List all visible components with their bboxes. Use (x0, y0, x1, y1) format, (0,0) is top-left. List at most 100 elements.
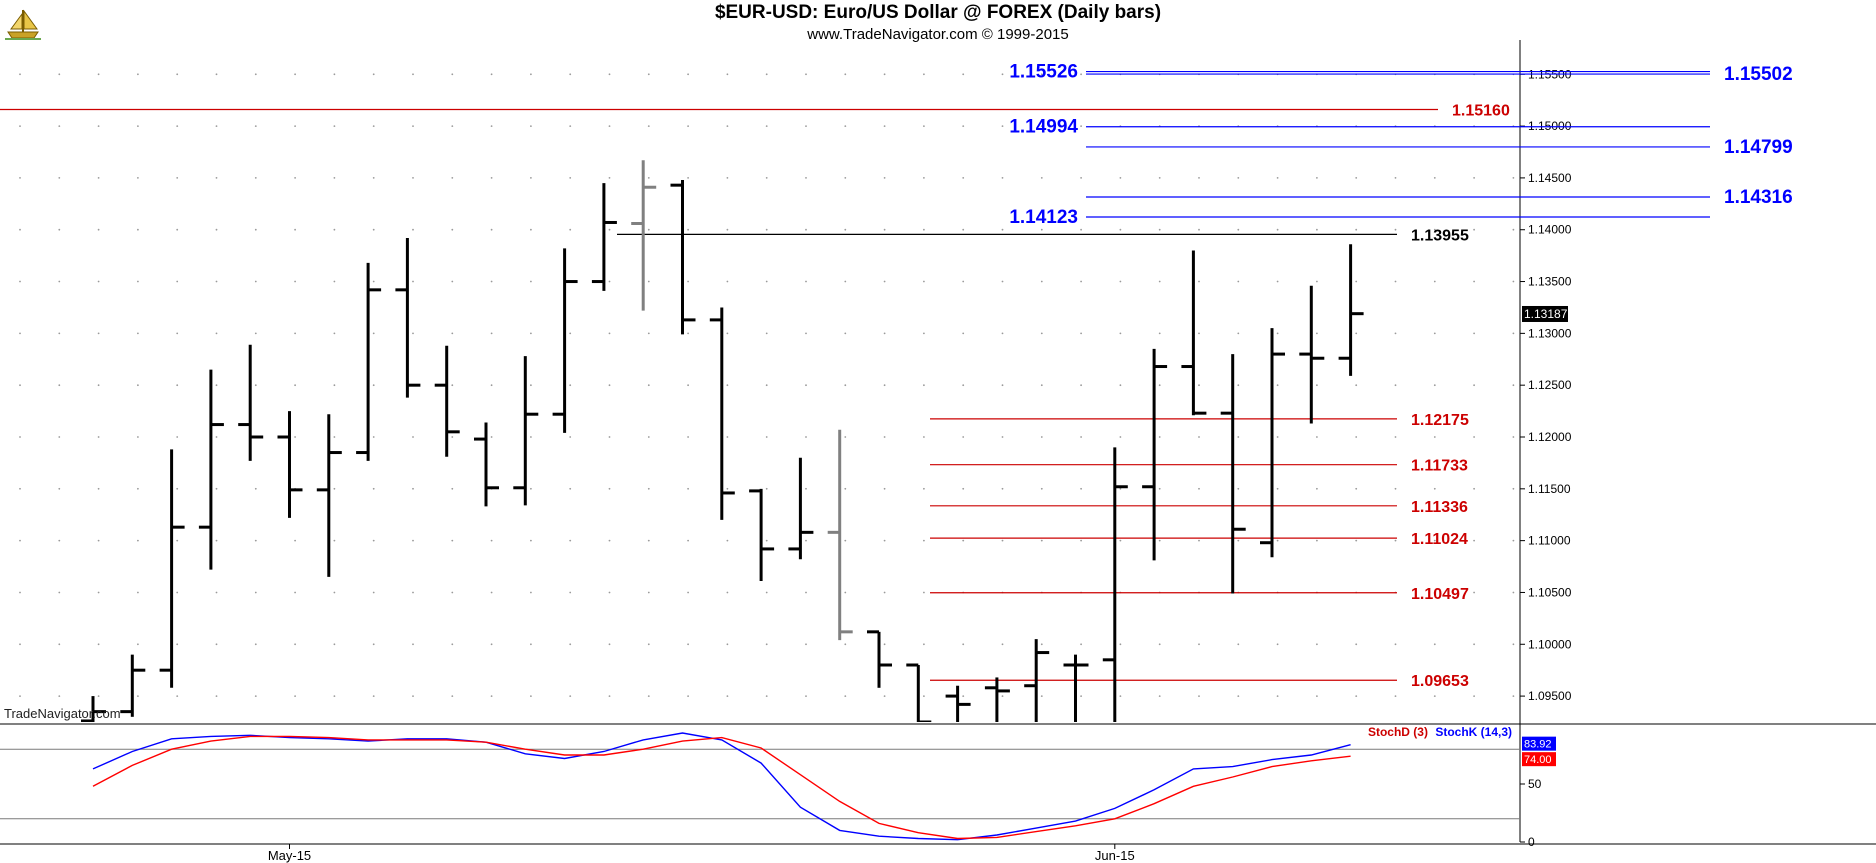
grid-dot (215, 228, 218, 231)
y-tick-label: 1.13500 (1528, 275, 1572, 289)
grid-dot (1237, 177, 1240, 179)
grid-dot (962, 73, 965, 76)
grid-dot (97, 591, 100, 594)
grid-dot (569, 436, 572, 438)
grid-dot (451, 73, 454, 76)
y-tick-label: 1.10500 (1528, 585, 1572, 599)
grid-dot (176, 228, 179, 231)
grid-dot (530, 73, 532, 76)
grid-dot (883, 436, 886, 438)
grid-dot (490, 384, 493, 387)
grid-dot (1198, 280, 1200, 283)
grid-dot (726, 125, 729, 127)
grid-dot (19, 695, 21, 697)
grid-dot (1316, 643, 1318, 646)
grid-dot (1158, 228, 1161, 231)
last-price-label: 1.13187 (1524, 307, 1568, 321)
grid-dot (923, 539, 925, 542)
grid-dot (883, 228, 886, 231)
grid-dot (1198, 643, 1200, 646)
grid-dot (1355, 436, 1358, 438)
grid-dot (58, 228, 61, 231)
grid-dot (1355, 487, 1358, 490)
grid-dot (137, 436, 139, 438)
grid-dot (1433, 332, 1436, 335)
grid-dot (490, 695, 493, 697)
y-tick-label: 1.11000 (1528, 534, 1571, 548)
grid-dot (254, 332, 257, 335)
grid-dot (294, 436, 296, 438)
grid-dot (765, 228, 768, 231)
grid-dot (1512, 539, 1515, 542)
grid-dot (726, 591, 729, 594)
ohlc-bar (591, 183, 617, 291)
grid-dot (530, 539, 532, 542)
grid-dot (137, 73, 139, 76)
grid-dot (254, 125, 257, 127)
grid-dot (97, 73, 100, 76)
grid-dot (608, 487, 611, 490)
ohlc-bar (827, 429, 853, 641)
grid-dot (1040, 643, 1043, 646)
level-label: 1.15526 (1009, 62, 1078, 83)
grid-dot (19, 177, 21, 179)
grid-dot (1040, 332, 1043, 335)
ohlc-bar (1181, 250, 1207, 416)
grid-dot (1237, 436, 1240, 438)
grid-dot (333, 487, 336, 490)
level-label: 1.13955 (1411, 227, 1469, 244)
grid-dot (97, 436, 100, 438)
grid-dot (19, 436, 21, 438)
grid-dot (687, 280, 689, 283)
grid-dot (608, 384, 611, 387)
grid-dot (1158, 643, 1161, 646)
grid-dot (569, 228, 572, 231)
grid-dot (726, 177, 729, 179)
grid-dot (883, 643, 886, 646)
osc-series-line (92, 732, 1351, 841)
grid-dot (1119, 487, 1122, 490)
grid-dot (687, 643, 689, 646)
grid-dot (254, 591, 257, 594)
grid-dot (1394, 384, 1397, 387)
grid-dot (1433, 228, 1436, 231)
grid-dot (923, 73, 925, 76)
grid-dot (254, 177, 257, 179)
grid-dot (294, 73, 296, 76)
grid-dot (530, 487, 532, 490)
grid-dot (765, 695, 768, 697)
grid-dot (844, 228, 847, 231)
grid-dot (805, 280, 807, 283)
grid-dot (1001, 487, 1004, 490)
grid-dot (883, 539, 886, 542)
grid-dot (176, 332, 179, 335)
level-label: 1.14994 (1009, 117, 1078, 138)
grid-dot (923, 280, 925, 283)
grid-dot (569, 332, 572, 335)
grid-dot (530, 436, 532, 438)
grid-dot (765, 177, 768, 179)
grid-dot (647, 177, 650, 179)
grid-dot (726, 384, 729, 387)
grid-dot (254, 73, 257, 76)
grid-dot (176, 280, 179, 283)
ohlc-bar (631, 160, 657, 311)
grid-dot (1198, 436, 1200, 438)
grid-dot (1473, 487, 1475, 490)
grid-dot (687, 228, 689, 231)
grid-dot (530, 280, 532, 283)
grid-dot (805, 643, 807, 646)
grid-dot (1080, 280, 1082, 283)
grid-dot (137, 280, 139, 283)
grid-dot (530, 332, 532, 335)
grid-dot (1080, 487, 1082, 490)
grid-dot (569, 487, 572, 490)
grid-dot (647, 487, 650, 490)
grid-dot (1119, 695, 1122, 697)
grid-dot (451, 332, 454, 335)
grid-dot (412, 177, 414, 179)
grid-dot (254, 228, 257, 231)
grid-dot (687, 177, 689, 179)
osc-y-tick-label: 50 (1528, 777, 1542, 791)
